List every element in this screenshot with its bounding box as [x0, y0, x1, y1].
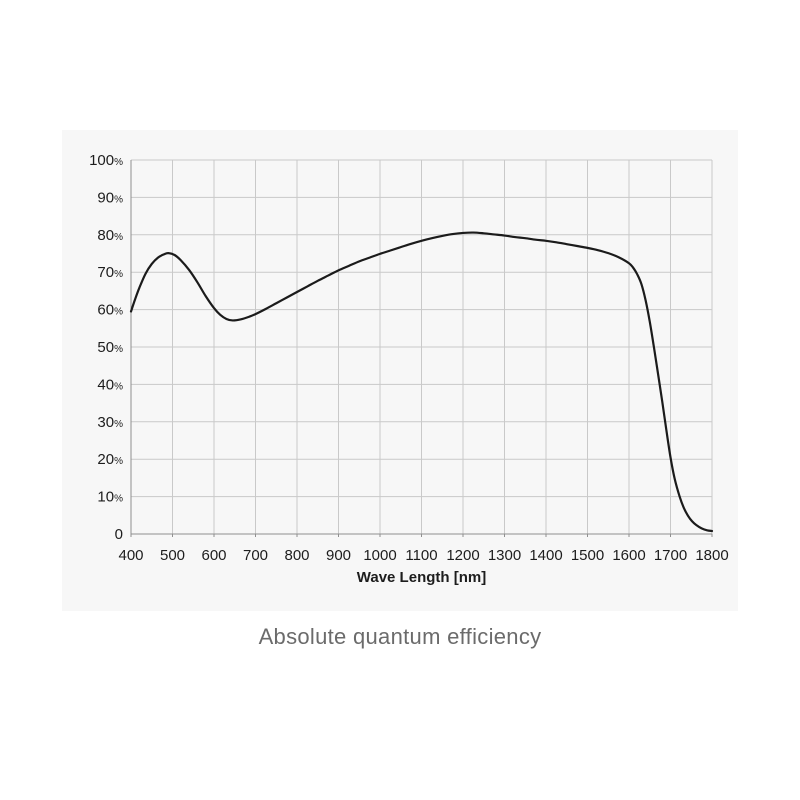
- x-tick-label: 1500: [571, 547, 604, 564]
- x-tick-label: 600: [201, 547, 226, 564]
- y-tick-label: 0: [115, 526, 123, 543]
- x-tick-label: 1200: [446, 547, 479, 564]
- x-tick-label: 400: [118, 547, 143, 564]
- x-tick-label: 1300: [488, 547, 521, 564]
- y-tick-label: 100%: [89, 152, 123, 169]
- x-tick-label: 1000: [363, 547, 396, 564]
- y-tick-label: 50%: [97, 339, 123, 356]
- quantum-efficiency-chart: 0 10% 20% 30% 40% 50% 60% 70% 80% 90% 100% 400 500 60…: [89, 152, 729, 586]
- x-tick-label: 500: [160, 547, 185, 564]
- x-tick-label: 700: [243, 547, 268, 564]
- x-axis-labels: 400 500 600 700 800 900 1000 1100 1200 1300 1400 15…: [118, 547, 728, 564]
- qe-curve: [129, 231, 714, 533]
- y-tick-label: 90%: [97, 189, 123, 206]
- y-tick-label: 20%: [97, 451, 123, 468]
- x-tick-label: 1400: [529, 547, 562, 564]
- y-tick-label: 10%: [97, 489, 123, 506]
- chart-panel: 0 10% 20% 30% 40% 50% 60% 70% 80% 90% 100% 400 500 60…: [62, 130, 738, 611]
- y-axis-labels: 0 10% 20% 30% 40% 50% 60% 70% 80% 90% 100%: [89, 152, 123, 543]
- y-tick-label: 30%: [97, 414, 123, 431]
- y-tick-label: 70%: [97, 264, 123, 281]
- figure-caption: Absolute quantum efficiency: [258, 624, 542, 649]
- y-tick-label: 80%: [97, 227, 123, 244]
- x-tick-label: 1700: [654, 547, 687, 564]
- x-tick-label: 1100: [405, 547, 437, 564]
- x-tick-label: 800: [284, 547, 309, 564]
- x-tick-label: 900: [326, 547, 351, 564]
- x-axis-title: Wave Length [nm]: [357, 569, 486, 586]
- y-tick-label: 60%: [97, 302, 123, 319]
- y-tick-label: 40%: [97, 376, 123, 393]
- axes: [130, 160, 713, 537]
- x-tick-label: 1800: [695, 547, 728, 564]
- grid-lines: [130, 159, 713, 535]
- x-tick-label: 1600: [612, 547, 645, 564]
